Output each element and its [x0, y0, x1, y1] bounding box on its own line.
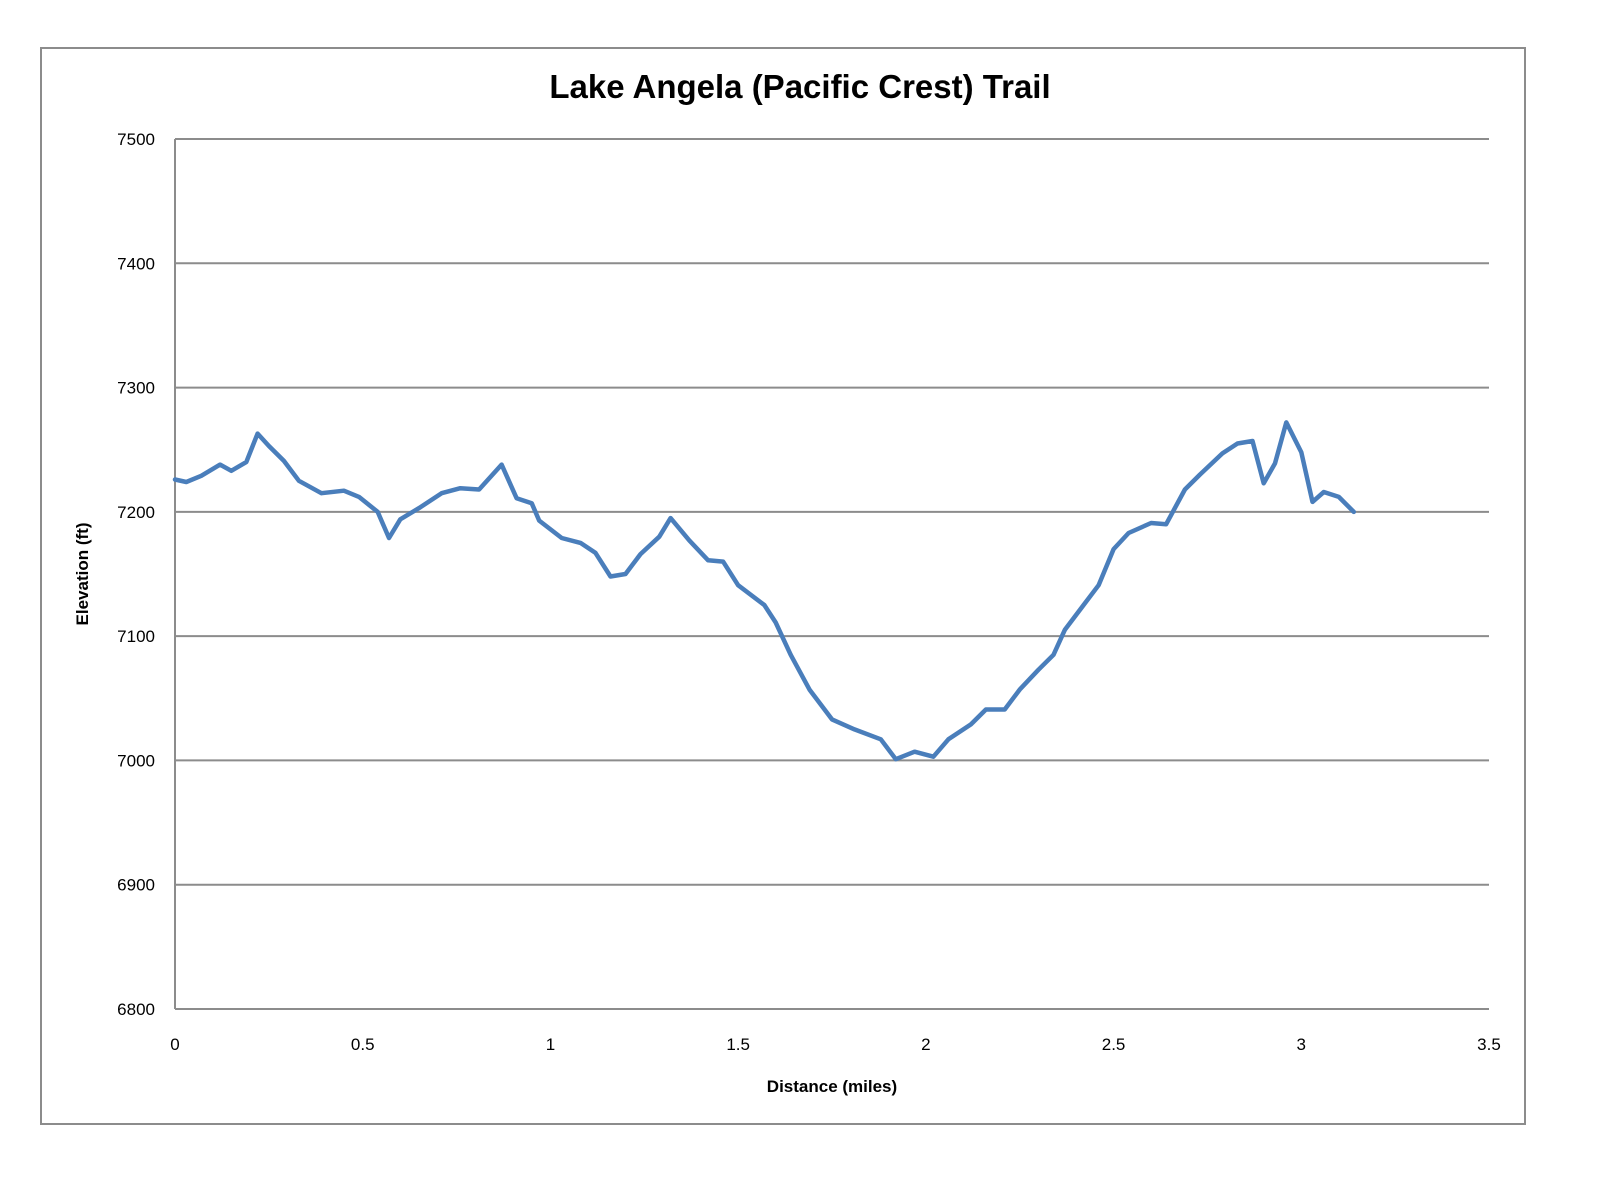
y-tick-label: 7100 [117, 627, 155, 646]
x-tick-label: 0.5 [351, 1035, 375, 1054]
y-tick-label: 7500 [117, 130, 155, 149]
chart-frame [40, 47, 1526, 1125]
elevation-line [172, 420, 1357, 762]
x-tick-label: 2 [921, 1035, 930, 1054]
x-axis-ticks: 0 0.5 1 1.5 2 2.5 3 3.5 [170, 1035, 1501, 1054]
x-tick-label: 2.5 [1102, 1035, 1126, 1054]
y-axis-title: Elevation (ft) [73, 523, 92, 626]
y-tick-label: 6800 [117, 1000, 155, 1019]
gridlines [175, 138, 1489, 1010]
x-tick-label: 1 [546, 1035, 555, 1054]
y-tick-label: 7300 [117, 379, 155, 398]
y-tick-label: 7200 [117, 503, 155, 522]
x-tick-label: 3.5 [1477, 1035, 1501, 1054]
chart-title: Lake Angela (Pacific Crest) Trail [549, 68, 1051, 105]
x-tick-label: 1.5 [726, 1035, 750, 1054]
y-tick-label: 6900 [117, 876, 155, 895]
y-axis-ticks: 6800 6900 7000 7100 7200 7300 7400 7500 [117, 130, 155, 1019]
x-tick-label: 3 [1297, 1035, 1306, 1054]
y-tick-label: 7400 [117, 254, 155, 273]
x-tick-label: 0 [170, 1035, 179, 1054]
x-axis-title: Distance (miles) [767, 1077, 897, 1096]
y-tick-label: 7000 [117, 751, 155, 770]
